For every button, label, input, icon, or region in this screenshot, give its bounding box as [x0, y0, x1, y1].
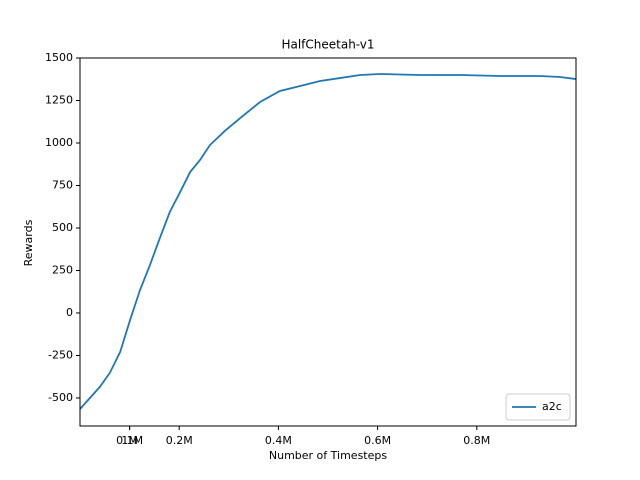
y-tick-label: 1000 — [45, 136, 73, 149]
y-tick-label: -500 — [48, 391, 73, 404]
y-tick-label: 0 — [66, 306, 73, 319]
y-tick-label: 750 — [52, 178, 73, 191]
legend-box — [505, 393, 571, 421]
chart-title: HalfCheetah-v1 — [281, 38, 374, 52]
x-tick-label: 0.2M — [166, 434, 193, 447]
y-tick-label: 500 — [52, 221, 73, 234]
x-axis-label: Number of Timesteps — [269, 449, 387, 462]
y-axis-label: Rewards — [22, 219, 35, 266]
plot-frame — [79, 57, 577, 427]
x-tick-label: 0.1M — [116, 434, 143, 447]
x-tick-label: 0.8M — [463, 434, 490, 447]
y-tick-label: -250 — [48, 348, 73, 361]
y-tick-label: 250 — [52, 263, 73, 276]
x-tick-label: 0.4M — [265, 434, 292, 447]
x-tick-label: 1M — [121, 434, 138, 447]
legend-label: a2c — [542, 400, 562, 413]
line — [79, 73, 577, 410]
y-tick-label: 1250 — [45, 93, 73, 106]
x-tick-label: 0.6M — [364, 434, 391, 447]
y-tick-label: 1500 — [45, 51, 73, 64]
